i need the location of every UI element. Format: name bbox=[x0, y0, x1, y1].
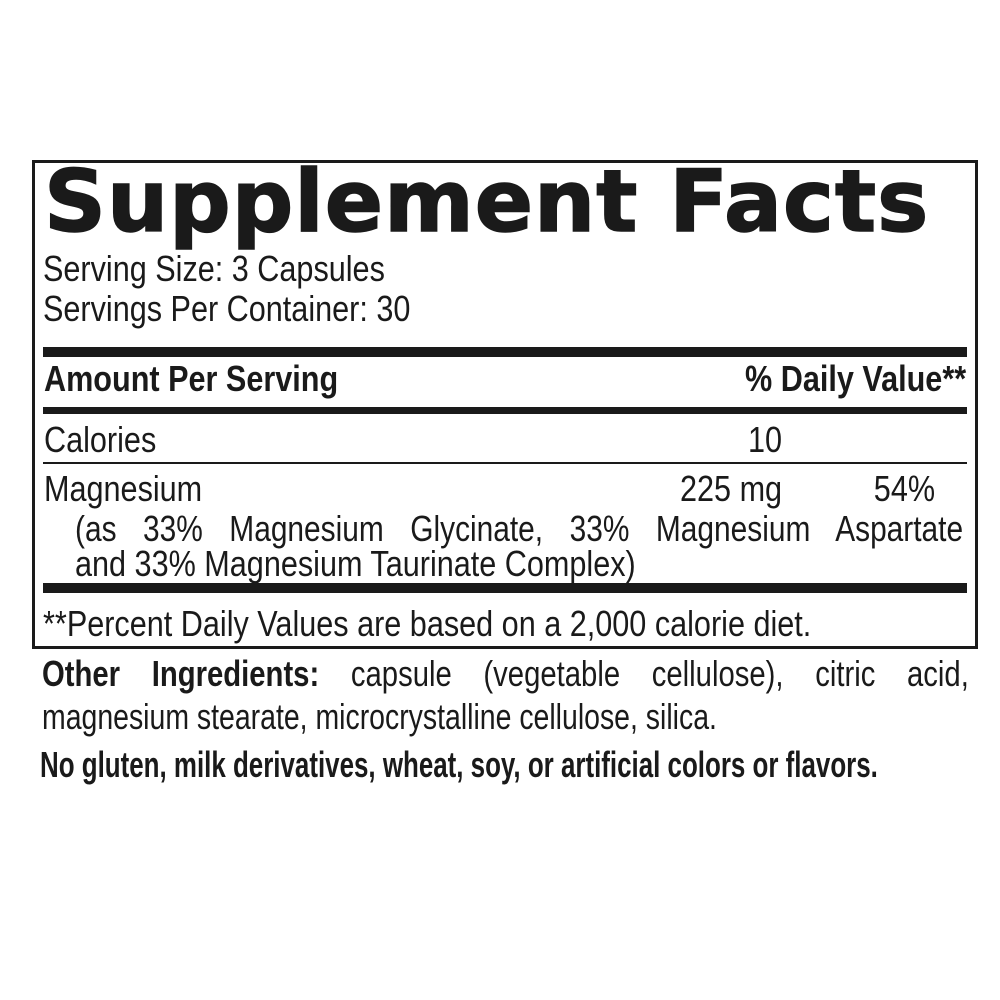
other-ingredients-line2: magnesium stearate, microcrystalline cel… bbox=[42, 696, 717, 737]
row-magnesium-name: Magnesium bbox=[44, 468, 203, 509]
row-magnesium-daily-value: 54% bbox=[873, 468, 935, 509]
daily-value-footnote: **Percent Daily Values are based on a 2,… bbox=[43, 603, 812, 644]
magnesium-description-line1: (as 33% Magnesium Glycinate, 33% Magnesi… bbox=[75, 511, 964, 551]
divider-under-header bbox=[43, 407, 967, 414]
serving-size-text: Serving Size: 3 Capsules bbox=[43, 248, 385, 289]
servings-per-container-text: Servings Per Container: 30 bbox=[43, 288, 411, 329]
row-magnesium-amount: 225 mg bbox=[679, 468, 782, 509]
supplement-facts-panel: Supplement Facts Serving Size: 3 Capsule… bbox=[32, 152, 978, 649]
column-header-amount-per-serving: Amount Per Serving bbox=[44, 358, 339, 399]
column-header-daily-value: % Daily Value** bbox=[744, 358, 966, 399]
divider-thick-top bbox=[43, 347, 967, 357]
other-ingredients-line1-text: capsule (vegetable cellulose), citric ac… bbox=[350, 656, 969, 694]
divider-thick-bottom bbox=[43, 583, 967, 593]
magnesium-description-line2: and 33% Magnesium Taurinate Complex) bbox=[75, 543, 636, 584]
row-calories-amount: 10 bbox=[747, 419, 782, 460]
divider-hairline bbox=[43, 462, 967, 464]
other-ingredients-line1: Other Ingredients: capsule (vegetable ce… bbox=[42, 656, 969, 698]
panel-title: Supplement Facts bbox=[43, 152, 930, 252]
row-calories-name: Calories bbox=[44, 419, 157, 460]
other-ingredients-label: Other Ingredients: bbox=[42, 656, 320, 694]
allergen-statement: No gluten, milk derivatives, wheat, soy,… bbox=[40, 744, 878, 785]
